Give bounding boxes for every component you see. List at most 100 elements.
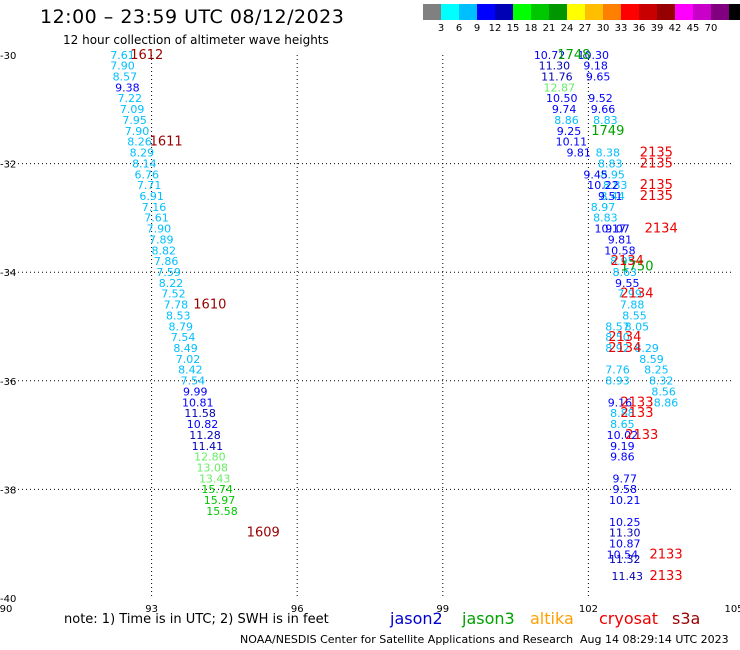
scale-swatch bbox=[621, 4, 639, 20]
swh-point: 8.44 bbox=[600, 190, 625, 203]
swh-point: 9.58 bbox=[613, 483, 638, 496]
swh-point: 15.58 bbox=[206, 505, 238, 518]
swh-point: 9.99 bbox=[183, 385, 208, 398]
swh-point: 10.25 bbox=[609, 516, 641, 529]
swh-point: 9.81 bbox=[608, 233, 633, 246]
scale-swatch bbox=[567, 4, 585, 20]
swh-point: 10.21 bbox=[609, 494, 641, 507]
swh-point: 10.50 bbox=[546, 92, 578, 105]
swh-point: 8.86 bbox=[654, 396, 679, 409]
swh-point: 7.16 bbox=[142, 201, 167, 214]
swh-point: 9.52 bbox=[588, 92, 613, 105]
legend-altika: altika bbox=[530, 609, 574, 628]
swh-point: 9.18 bbox=[583, 60, 608, 73]
pass-time-label: 2134 bbox=[608, 341, 641, 356]
scale-label: 24 bbox=[560, 23, 574, 34]
scale-swatch bbox=[657, 4, 675, 20]
scale-swatch bbox=[585, 4, 603, 20]
pass-time-label: 2133 bbox=[650, 569, 683, 584]
credit-text: NOAA/NESDIS Center for Satellite Applica… bbox=[240, 633, 574, 646]
x-tick-label: 96 bbox=[291, 604, 304, 615]
swh-point: 7.95 bbox=[122, 114, 147, 127]
swh-point: 7.71 bbox=[137, 179, 162, 192]
x-tick-label: 93 bbox=[145, 604, 158, 615]
swh-point: 12.80 bbox=[194, 451, 226, 464]
pass-time-label: 2135 bbox=[640, 146, 673, 161]
swh-point: 6.91 bbox=[139, 190, 164, 203]
x-tick-label: 99 bbox=[436, 604, 449, 615]
swh-point: 8.59 bbox=[639, 353, 664, 366]
swh-point: 7.61 bbox=[110, 49, 135, 62]
scale-swatch bbox=[423, 4, 441, 20]
swh-point: 9.51 bbox=[598, 190, 623, 203]
swh-point: 8.55 bbox=[622, 309, 647, 322]
swh-point: 11.41 bbox=[192, 440, 224, 453]
swh-point: 7.86 bbox=[154, 255, 179, 268]
swh-point: 8.22 bbox=[159, 277, 184, 290]
swh-point: 13.43 bbox=[199, 472, 231, 485]
swh-point: 9.45 bbox=[583, 168, 608, 181]
swh-point: 7.54 bbox=[181, 375, 206, 388]
swh-point: 9.65 bbox=[586, 71, 611, 84]
x-tick-label: 102 bbox=[579, 604, 598, 615]
swh-point: 9.07 bbox=[605, 223, 630, 236]
swh-point: 8.53 bbox=[166, 309, 191, 322]
scale-swatch bbox=[693, 4, 711, 20]
swh-point: 10.02 bbox=[607, 429, 639, 442]
swh-point: 8.26 bbox=[127, 136, 152, 149]
swh-point: 7.54 bbox=[171, 331, 196, 344]
swh-point: 10.87 bbox=[609, 538, 641, 551]
chart-title: 12:00 – 23:59 UTC 08/12/2023 bbox=[40, 6, 345, 28]
scale-label: 15 bbox=[506, 23, 520, 34]
scale-swatch bbox=[675, 4, 693, 20]
scale-swatch bbox=[549, 4, 567, 20]
scale-swatch bbox=[711, 4, 729, 20]
pass-time-label: 1611 bbox=[150, 135, 183, 150]
swh-point: 11.28 bbox=[189, 429, 221, 442]
swh-point: 8.83 bbox=[598, 157, 623, 170]
swh-point: 8.57 bbox=[113, 71, 138, 84]
pass-time-label: 1609 bbox=[247, 526, 280, 541]
swh-point: 10.17 bbox=[594, 223, 626, 236]
scale-swatch bbox=[477, 4, 495, 20]
pass-time-label: 2135 bbox=[640, 189, 673, 204]
swh-point: 7.09 bbox=[120, 103, 145, 116]
swh-point: 11.32 bbox=[609, 553, 641, 566]
swh-point: 10.58 bbox=[604, 244, 636, 257]
swh-point: 9.16 bbox=[608, 396, 633, 409]
swh-point: 12.87 bbox=[544, 81, 576, 94]
scale-swatch bbox=[639, 4, 657, 20]
scale-label: 3 bbox=[437, 23, 445, 34]
swh-point: 9.74 bbox=[552, 103, 577, 116]
swh-point: 8.50 bbox=[605, 331, 630, 344]
scale-label: 27 bbox=[578, 23, 592, 34]
swh-point: 8.83 bbox=[593, 114, 618, 127]
swh-point: 7.99 bbox=[617, 288, 642, 301]
swh-point: 8.83 bbox=[603, 179, 628, 192]
scale-label: 39 bbox=[650, 23, 664, 34]
swh-point: 9.19 bbox=[610, 440, 635, 453]
scale-swatch bbox=[441, 4, 459, 20]
swh-point: 7.76 bbox=[605, 364, 630, 377]
scale-label: 70 bbox=[704, 23, 718, 34]
pass-time-label: 2133 bbox=[620, 406, 653, 421]
scale-swatch bbox=[603, 4, 621, 20]
swh-point: 8.05 bbox=[625, 320, 650, 333]
scale-label: 45 bbox=[686, 23, 700, 34]
swh-point: 8.82 bbox=[151, 244, 176, 257]
swh-point: 10.11 bbox=[556, 136, 588, 149]
swh-point: 11.76 bbox=[541, 71, 573, 84]
swh-point: 11.58 bbox=[184, 407, 216, 420]
swh-point: 8.95 bbox=[610, 255, 635, 268]
swh-point: 7.90 bbox=[110, 60, 135, 73]
pass-time-label: 1748 bbox=[557, 48, 590, 63]
footer-note: note: 1) Time is in UTC; 2) SWH is in fe… bbox=[64, 612, 329, 627]
swh-point: 7.59 bbox=[156, 266, 181, 279]
legend-cryosat: cryosat bbox=[599, 609, 659, 628]
scale-swatch bbox=[531, 4, 549, 20]
scale-swatch bbox=[459, 4, 477, 20]
swh-point: 8.88 bbox=[610, 407, 635, 420]
swh-point: 9.25 bbox=[557, 125, 582, 138]
swh-point: 8.63 bbox=[613, 266, 638, 279]
